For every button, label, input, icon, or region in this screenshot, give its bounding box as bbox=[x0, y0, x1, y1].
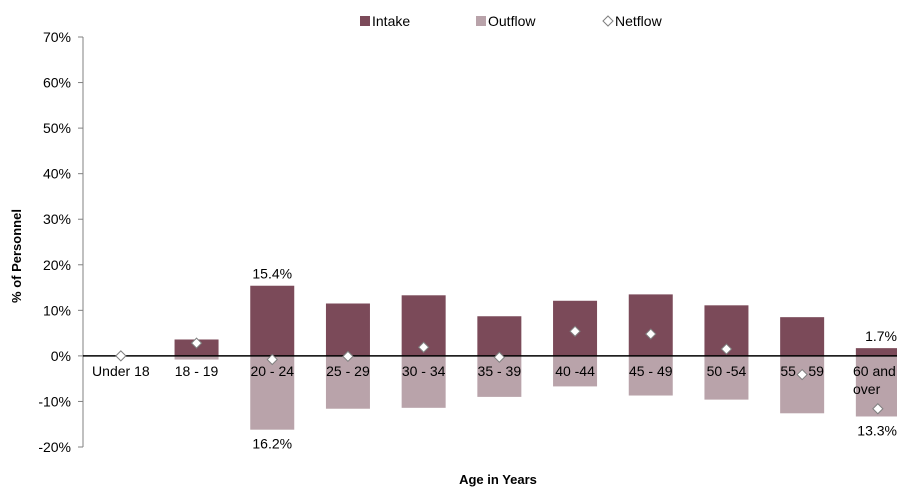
legend: Intake Outflow Netflow bbox=[360, 13, 663, 29]
netflow-markers bbox=[115, 325, 884, 415]
data-label: 16.2% bbox=[252, 436, 292, 452]
intake-bars bbox=[174, 285, 897, 356]
data-labels: 15.4% 16.2% 1.7% 13.3% bbox=[252, 266, 897, 452]
axes bbox=[78, 36, 897, 448]
x-tick-label: 30 - 34 bbox=[402, 363, 446, 379]
netflow-marker bbox=[872, 403, 884, 415]
data-label: 15.4% bbox=[252, 266, 292, 282]
x-tick-label: 20 - 24 bbox=[250, 363, 294, 379]
netflow-marker bbox=[796, 368, 808, 381]
x-tick-label: 18 - 19 bbox=[175, 363, 219, 379]
legend-swatch bbox=[602, 15, 614, 27]
y-tick-label: 60% bbox=[43, 75, 71, 91]
legend-item: Outflow bbox=[476, 13, 536, 29]
outflow-bars bbox=[174, 355, 897, 430]
data-label: 1.7% bbox=[865, 328, 897, 344]
y-tick-label: 70% bbox=[43, 29, 71, 45]
intake-bar bbox=[628, 294, 673, 356]
x-axis-title: Age in Years bbox=[459, 472, 537, 487]
outflow-bar bbox=[250, 355, 295, 430]
y-tick-label: 30% bbox=[43, 211, 71, 227]
netflow-marker bbox=[266, 353, 278, 366]
y-tick-label: 50% bbox=[43, 120, 71, 136]
y-tick-label: 20% bbox=[43, 257, 71, 273]
legend-swatch bbox=[360, 16, 370, 26]
x-tick-label: over bbox=[853, 381, 881, 397]
netflow-marker bbox=[720, 343, 733, 355]
x-tick-label: 40 -44 bbox=[555, 363, 595, 379]
intake-bar bbox=[477, 316, 522, 356]
y-tick-label: 10% bbox=[43, 302, 71, 318]
legend-item: Intake bbox=[360, 13, 410, 29]
intake-bar bbox=[780, 317, 825, 356]
netflow-marker bbox=[190, 337, 203, 349]
x-tick-label: 60 and bbox=[853, 363, 896, 379]
y-tick-label: 0% bbox=[51, 348, 71, 364]
x-tick-label: Under 18 bbox=[92, 363, 150, 379]
outflow-bar bbox=[325, 355, 370, 409]
category-labels: Under 18 18 - 19 20 - 24 25 - 29 30 - 34 35 -… bbox=[92, 363, 896, 397]
netflow-marker bbox=[115, 350, 127, 362]
outflow-bar bbox=[704, 355, 749, 400]
y-axis-title: % of Personnel bbox=[9, 209, 24, 303]
x-tick-label: 50 -54 bbox=[707, 363, 747, 379]
netflow-marker bbox=[493, 351, 506, 363]
y-tick-label: -10% bbox=[38, 393, 71, 409]
legend-label: Intake bbox=[372, 13, 410, 29]
legend-swatch bbox=[476, 16, 486, 26]
legend-label: Netflow bbox=[615, 13, 663, 29]
outflow-bar bbox=[401, 355, 446, 408]
netflow-marker bbox=[342, 350, 354, 363]
outflow-bar bbox=[628, 355, 673, 396]
netflow-marker bbox=[569, 325, 581, 337]
data-label: 13.3% bbox=[857, 422, 897, 438]
x-tick-label: 35 - 39 bbox=[478, 363, 522, 379]
outflow-bar bbox=[553, 355, 598, 387]
y-tick-label: 40% bbox=[43, 166, 71, 182]
netflow-marker bbox=[417, 341, 430, 353]
outflow-bar bbox=[780, 355, 825, 414]
intake-bar bbox=[250, 285, 295, 356]
legend-item: Netflow bbox=[602, 13, 663, 29]
x-tick-label: 45 - 49 bbox=[629, 363, 673, 379]
intake-bar bbox=[325, 303, 370, 356]
netflow-marker bbox=[645, 328, 657, 340]
y-tick-labels: -20% -10% 0% 10% 20% 30% 40% 50% 60% 70% bbox=[38, 29, 71, 455]
legend-label: Outflow bbox=[488, 13, 536, 29]
y-tick-label: -20% bbox=[38, 439, 71, 455]
intake-bar bbox=[855, 348, 897, 356]
outflow-bar bbox=[174, 355, 219, 360]
x-tick-label: 25 - 29 bbox=[326, 363, 370, 379]
